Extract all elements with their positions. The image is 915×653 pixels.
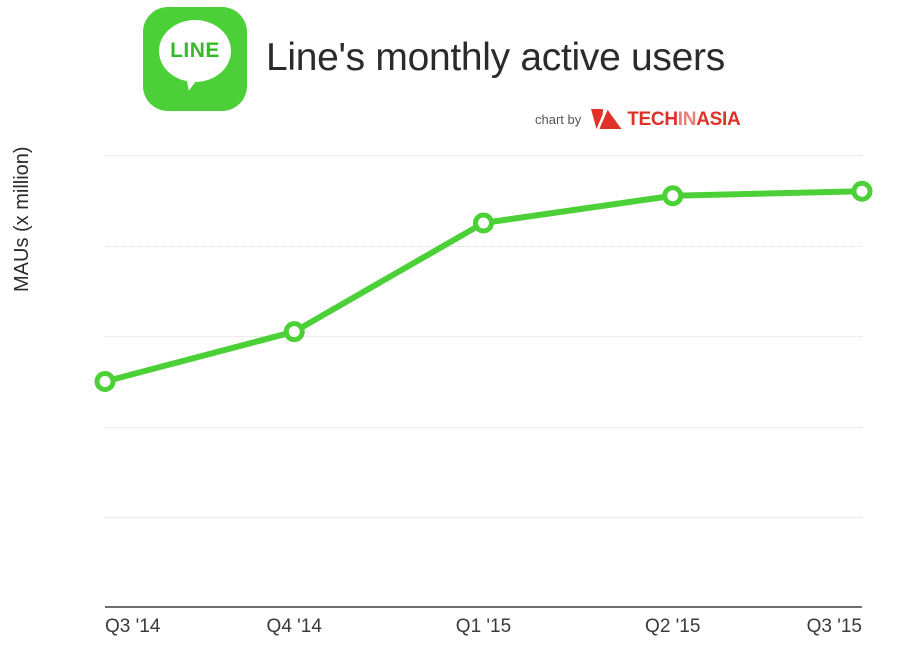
speech-bubble-icon [159,20,231,82]
x-axis-tick-label: Q3 '14 [105,616,161,637]
chart-credit: chart by TECHINASIA [535,107,741,131]
plot-area [105,155,862,608]
data-point-marker[interactable] [94,371,116,392]
gridline-y [105,245,862,248]
chart-header: LINE Line's monthly active users chart b… [0,0,915,140]
data-point-marker[interactable] [473,212,494,234]
techinasia-tech-label: TECH [627,108,678,130]
techinasia-asia-label: ASIA [696,108,741,130]
data-point-marker[interactable] [851,180,873,202]
x-axis-tick-label: Q4 '14 [266,616,322,637]
line-logo: LINE [143,7,247,111]
techinasia-triangle-mark-icon [591,109,622,129]
line-logo-wordmark: LINE [170,39,220,62]
techinasia-in-label: IN [677,108,697,130]
credit-prefix-label: chart by [535,111,582,127]
x-axis-tick-label: Q3 '15 [806,616,862,637]
gridline-y [105,426,862,429]
gridline-y [105,517,862,519]
data-point-marker[interactable] [662,185,684,207]
page-title: Line's monthly active users [266,36,725,79]
x-axis-tick-label: Q2 '15 [645,616,701,637]
gridline-y [105,336,862,338]
x-axis-tick-label: Q1 '15 [455,616,512,637]
gridline-y [105,155,862,157]
data-point-marker[interactable] [283,321,305,343]
techinasia-logo: TECHINASIA [590,108,741,130]
x-axis-line [105,606,862,608]
